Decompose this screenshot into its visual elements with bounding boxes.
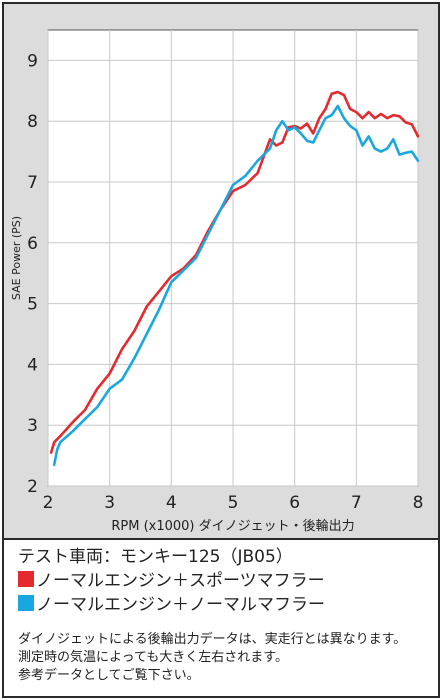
y-tick-label: 3 — [27, 416, 38, 436]
legend-panel: テスト車両：モンキー125（JB05） ノーマルエンジン＋スポーツマフラー ノー… — [4, 540, 438, 696]
note-line: 参考データとしてご覧下さい。 — [18, 668, 200, 683]
note-line: 測定時の気温によっても大きく左右されます。 — [18, 650, 289, 665]
y-tick-label: 8 — [27, 112, 38, 132]
x-tick-label: 4 — [166, 493, 177, 513]
x-axis-label: RPM (x1000) ダイノジェット・後輪出力 — [111, 518, 354, 534]
y-tick-label: 5 — [27, 295, 38, 315]
power-chart: 2 3 4 5 6 7 8 9 2 3 4 5 6 7 8 SAE Power (PS) RPM (x10… — [10, 29, 424, 534]
chart-panel: 2 3 4 5 6 7 8 9 2 3 4 5 6 7 8 SAE Power (PS) RPM (x10… — [4, 4, 438, 540]
note-line: ダイノジェットによる後輪出力データは、実走行とは異なります。 — [18, 632, 407, 647]
x-tick-label: 3 — [104, 493, 115, 513]
grid-lines — [47, 30, 419, 487]
legend-swatch-blue — [18, 594, 34, 611]
y-tick-label: 7 — [27, 173, 38, 193]
y-tick-label: 2 — [27, 477, 38, 497]
legend-swatch-red — [18, 570, 34, 587]
legend-label: ノーマルエンジン＋スポーツマフラー — [36, 571, 325, 591]
x-tick-labels: 2 3 4 5 6 7 8 — [43, 493, 424, 513]
legend-item-normal-muffler: ノーマルエンジン＋ノーマルマフラー — [18, 590, 325, 615]
legend-label: ノーマルエンジン＋ノーマルマフラー — [36, 595, 325, 615]
y-tick-label: 9 — [27, 51, 38, 71]
test-vehicle-label: テスト車両：モンキー125（JB05） — [18, 547, 293, 567]
series-line-normal-muffler — [52, 104, 420, 467]
series-lines — [49, 90, 420, 467]
y-axis-label: SAE Power (PS) — [10, 216, 23, 300]
legend-item-sport-muffler: ノーマルエンジン＋スポーツマフラー — [18, 566, 325, 591]
y-tick-label: 4 — [27, 355, 38, 375]
x-tick-label: 5 — [228, 493, 239, 513]
x-tick-label: 2 — [43, 493, 54, 513]
x-tick-label: 8 — [413, 493, 424, 513]
x-tick-label: 7 — [351, 493, 362, 513]
x-tick-label: 6 — [289, 493, 300, 513]
series-line-sport-muffler — [49, 90, 420, 454]
y-tick-labels: 2 3 4 5 6 7 8 9 — [27, 51, 38, 497]
y-tick-label: 6 — [27, 234, 38, 254]
